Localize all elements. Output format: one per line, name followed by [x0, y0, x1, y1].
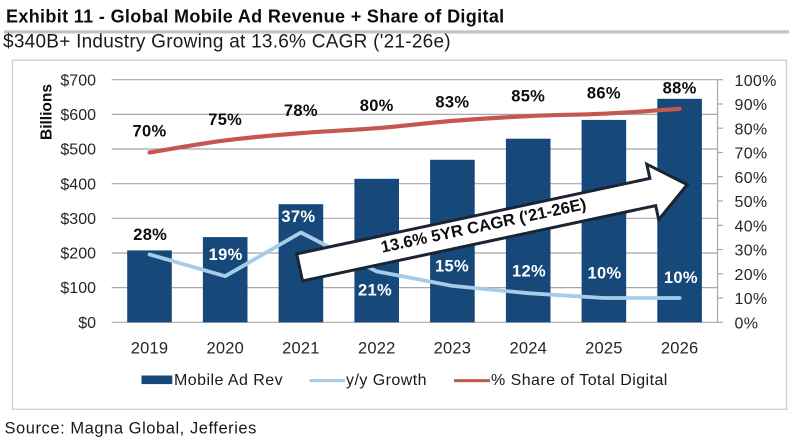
svg-text:15%: 15% — [435, 257, 469, 275]
svg-text:% Share of Total Digital: % Share of Total Digital — [491, 372, 668, 389]
svg-text:2026: 2026 — [661, 339, 699, 357]
svg-text:83%: 83% — [435, 94, 469, 112]
svg-text:$340B+ Industry Growing at 13.: $340B+ Industry Growing at 13.6% CAGR ('… — [3, 32, 451, 53]
svg-text:90%: 90% — [735, 97, 768, 114]
svg-text:19%: 19% — [209, 246, 243, 264]
svg-text:$400: $400 — [60, 176, 96, 193]
svg-text:10%: 10% — [588, 265, 622, 283]
svg-text:0%: 0% — [735, 316, 759, 333]
svg-text:$300: $300 — [60, 211, 96, 228]
svg-text:2022: 2022 — [358, 339, 396, 357]
svg-text:10%: 10% — [735, 291, 768, 308]
svg-text:2024: 2024 — [509, 339, 547, 357]
svg-text:$500: $500 — [60, 142, 96, 159]
svg-text:2019: 2019 — [131, 339, 169, 357]
svg-text:20%: 20% — [735, 267, 768, 284]
svg-text:Source: Magna Global, Jefferie: Source: Magna Global, Jefferies — [5, 420, 257, 438]
svg-text:60%: 60% — [735, 170, 768, 187]
svg-text:Exhibit 11 - Global Mobile Ad: Exhibit 11 - Global Mobile Ad Revenue + … — [6, 6, 505, 26]
svg-text:12%: 12% — [512, 263, 546, 281]
svg-text:21%: 21% — [358, 281, 392, 299]
svg-text:Mobile Ad Rev: Mobile Ad Rev — [174, 372, 283, 389]
svg-text:$0: $0 — [78, 315, 96, 332]
svg-text:50%: 50% — [735, 194, 768, 211]
svg-text:80%: 80% — [360, 97, 394, 115]
svg-text:10%: 10% — [664, 269, 698, 287]
svg-text:2020: 2020 — [206, 339, 244, 357]
svg-text:2023: 2023 — [434, 339, 472, 357]
svg-text:y/y Growth: y/y Growth — [346, 372, 427, 389]
svg-text:86%: 86% — [587, 85, 621, 103]
svg-text:$200: $200 — [60, 246, 96, 263]
svg-text:40%: 40% — [735, 219, 768, 236]
svg-text:30%: 30% — [735, 243, 768, 260]
svg-text:88%: 88% — [663, 80, 697, 98]
svg-text:$600: $600 — [60, 107, 96, 124]
svg-text:2021: 2021 — [282, 339, 320, 357]
svg-text:78%: 78% — [284, 102, 318, 120]
svg-text:28%: 28% — [133, 226, 167, 244]
svg-text:$700: $700 — [60, 72, 96, 89]
svg-text:$100: $100 — [60, 280, 96, 297]
svg-text:75%: 75% — [208, 111, 242, 129]
svg-text:Billions: Billions — [39, 84, 56, 140]
svg-text:37%: 37% — [281, 208, 315, 226]
svg-text:85%: 85% — [511, 88, 545, 106]
svg-text:80%: 80% — [735, 121, 768, 138]
svg-text:70%: 70% — [133, 123, 167, 141]
svg-text:70%: 70% — [735, 146, 768, 163]
svg-text:2025: 2025 — [585, 339, 623, 357]
svg-text:100%: 100% — [735, 73, 777, 90]
